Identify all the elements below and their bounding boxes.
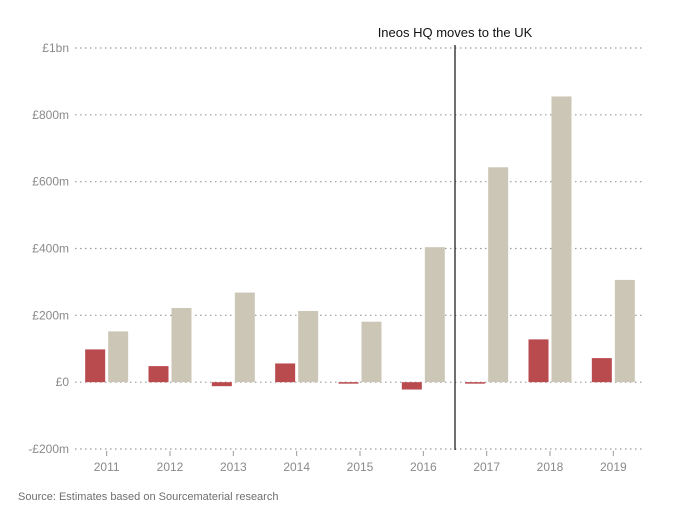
gridlines (75, 47, 645, 450)
bar-series-1 (338, 382, 359, 384)
bar-series-2 (551, 96, 572, 383)
x-tick-label: 2019 (600, 460, 627, 474)
bar-series-1 (528, 339, 549, 383)
x-tick-label: 2017 (473, 460, 500, 474)
annotation-label: Ineos HQ moves to the UK (378, 25, 533, 40)
y-tick-label: £400m (32, 242, 69, 256)
x-tick-label: 2012 (157, 460, 184, 474)
bar-series-2 (171, 307, 192, 383)
y-tick-label: £0 (56, 375, 70, 389)
bar-series-1 (465, 382, 486, 384)
y-tick-label: £600m (32, 175, 69, 189)
x-tick-label: 2018 (537, 460, 564, 474)
bar-series-2 (361, 321, 382, 383)
bar-series-1 (275, 363, 296, 383)
y-tick-label: £1bn (42, 41, 69, 55)
bar-series-2 (298, 310, 319, 383)
bar-series-2 (488, 167, 509, 383)
x-tick-label: 2013 (220, 460, 247, 474)
bar-series-1 (591, 358, 612, 383)
x-tick-label: 2014 (283, 460, 310, 474)
annotation: Ineos HQ moves to the UK (378, 25, 533, 450)
bar-series-1 (401, 382, 422, 390)
y-tick-label: £200m (32, 308, 69, 322)
bar-series-1 (148, 366, 169, 383)
y-axis-ticks: £1bn £800m £600m £400m £200m £0 -£200m (28, 41, 69, 456)
x-tick-label: 2016 (410, 460, 437, 474)
bar-series-1 (211, 382, 232, 387)
bars (85, 96, 635, 390)
source-note: Source: Estimates based on Sourcemateria… (18, 491, 279, 503)
bar-series-1 (85, 349, 106, 383)
bar-series-2 (108, 331, 129, 383)
y-tick-label: -£200m (28, 442, 69, 456)
y-tick-label: £800m (32, 108, 69, 122)
x-tick-label: 2015 (347, 460, 374, 474)
x-tick-label: 2011 (94, 460, 120, 474)
bar-series-2 (614, 279, 635, 383)
bar-series-2 (234, 292, 255, 383)
bar-series-2 (424, 247, 445, 383)
x-axis: 2011 2012 2013 2014 2015 2016 2017 2018 2019 (94, 451, 627, 474)
